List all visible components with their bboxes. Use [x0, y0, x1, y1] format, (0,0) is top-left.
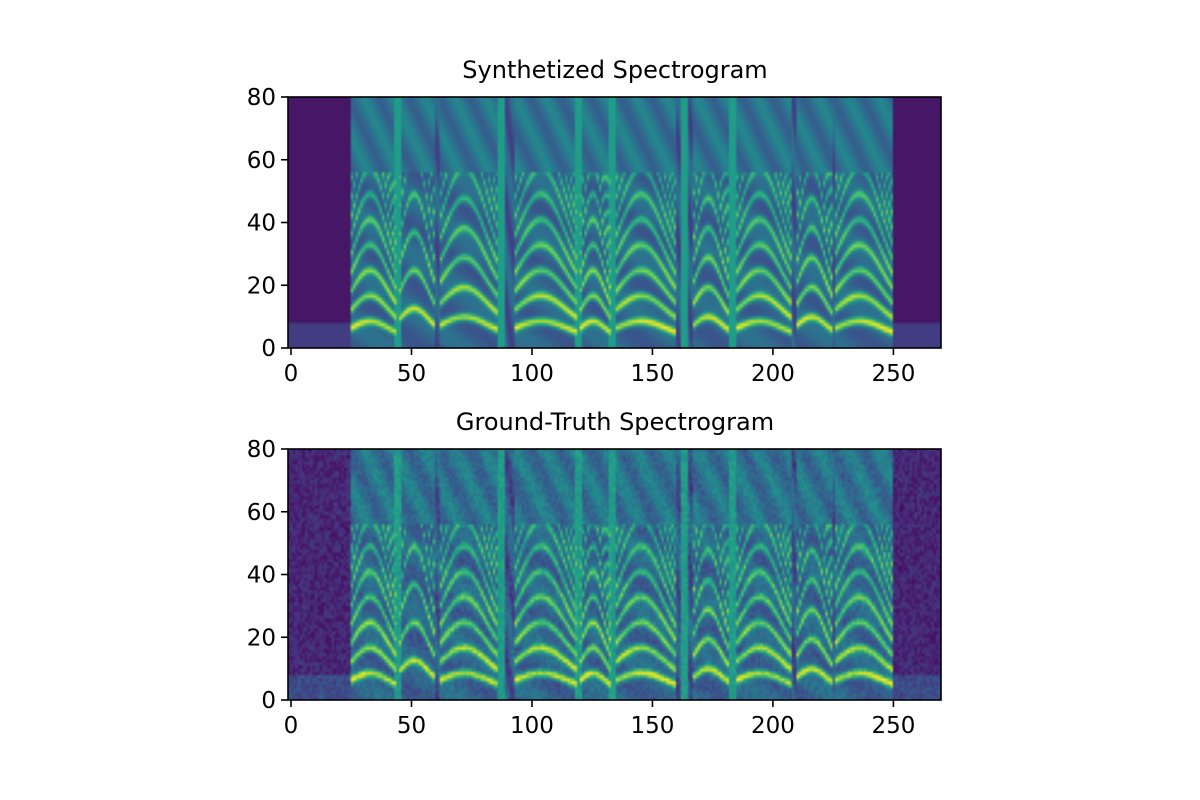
- spectrogram-image: [288, 449, 941, 700]
- x-tick-label: 200: [751, 713, 795, 739]
- x-tick-label: 150: [630, 361, 674, 387]
- x-tick-label: 0: [284, 361, 299, 387]
- panel-title: Synthetized Spectrogram: [462, 56, 767, 84]
- x-tick-label: 250: [871, 713, 915, 739]
- x-tick-label: 250: [871, 361, 915, 387]
- axis-ticks: 0 50 100 150 200 250 0 20 40 60 80: [247, 85, 916, 387]
- x-tick-label: 200: [751, 361, 795, 387]
- y-tick-label: 40: [247, 563, 276, 589]
- x-tick-label: 50: [397, 361, 426, 387]
- y-tick-label: 40: [247, 211, 276, 237]
- y-tick-label: 20: [247, 273, 276, 299]
- ground-truth-spectrogram-panel: Ground-Truth Spectrogram 0 50 100 150 200 250…: [247, 408, 942, 739]
- synthetized-spectrogram-panel: Synthetized Spectrogram 0 50 100 150 200 2500…: [247, 56, 942, 387]
- y-tick-label: 60: [247, 148, 276, 174]
- y-tick-label: 60: [247, 500, 276, 526]
- x-tick-label: 0: [284, 713, 299, 739]
- y-tick-label: 0: [261, 336, 276, 362]
- x-tick-label: 150: [630, 713, 674, 739]
- panel-title: Ground-Truth Spectrogram: [456, 408, 774, 436]
- axis-ticks: 0 50 100 150 200 250 0 20 40 60 80: [247, 437, 916, 739]
- x-tick-label: 50: [397, 713, 426, 739]
- y-tick-label: 0: [261, 688, 276, 714]
- y-tick-label: 80: [247, 437, 276, 463]
- x-tick-label: 100: [510, 713, 554, 739]
- x-tick-label: 100: [510, 361, 554, 387]
- spectrogram-image: [288, 97, 941, 348]
- y-tick-label: 80: [247, 85, 276, 111]
- y-tick-label: 20: [247, 625, 276, 651]
